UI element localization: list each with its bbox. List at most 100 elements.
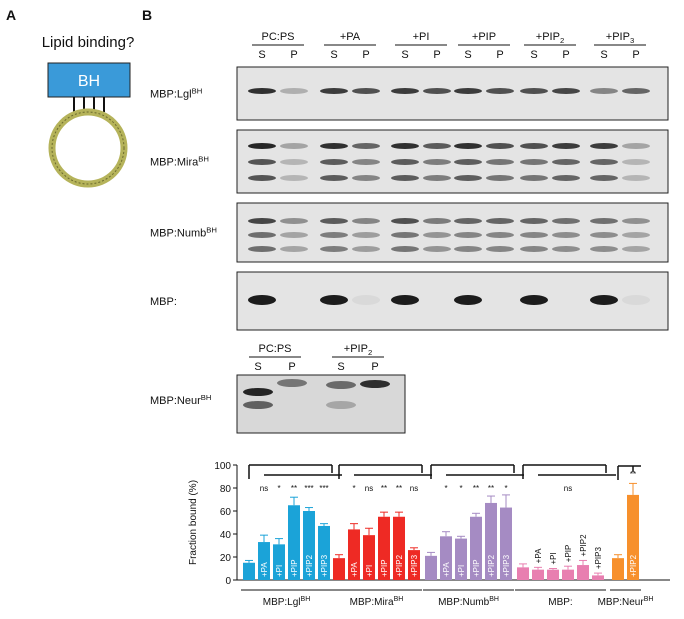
bar (258, 542, 270, 580)
gel-band (552, 143, 580, 149)
gel-band (423, 246, 451, 252)
lane-header: +PIP3 (606, 31, 634, 45)
group-label-main: MBP:Numb (438, 597, 490, 608)
bar (517, 567, 529, 580)
liposome-texture (51, 111, 125, 185)
significance: * (352, 484, 355, 493)
panel-label: A (6, 7, 16, 23)
gel-band (520, 246, 548, 252)
lane-label: P (288, 361, 295, 373)
gel-band (280, 88, 308, 94)
gel-band (248, 88, 276, 94)
group-label-sup: BH (301, 596, 311, 603)
lane-header: PC:PS (261, 31, 294, 43)
bar-label: +PI (457, 565, 466, 577)
group-label: MBP:NumbBH (438, 596, 499, 608)
gel-band (590, 232, 618, 238)
lane-label: P (562, 49, 569, 61)
gel-band (243, 388, 273, 396)
group-label-main: MBP: (548, 597, 572, 608)
lane-header: +PIP (472, 31, 496, 43)
bar-label: +PIP2 (487, 554, 496, 577)
gel-band (326, 381, 356, 389)
gel-band (280, 159, 308, 165)
lane-header-main: PC:PS (258, 343, 291, 355)
gel-band (423, 175, 451, 181)
gel-band (590, 143, 618, 149)
y-tick-label: 0 (225, 576, 231, 587)
gel-band (520, 143, 548, 149)
significance: ns (410, 484, 418, 493)
lane-header: +PI (413, 31, 430, 43)
gel-band (622, 218, 650, 224)
gel-band (248, 295, 276, 305)
lane-header: +PA (340, 31, 361, 43)
bar (562, 569, 574, 580)
group-label-sup: BH (644, 596, 654, 603)
bar-label: +PI (365, 565, 374, 577)
bar-label: +PIP3 (594, 547, 603, 570)
gel-band (391, 88, 419, 94)
bar (425, 555, 437, 580)
gel-band (423, 218, 451, 224)
lane-header-main: +PIP (472, 31, 496, 43)
gel-band (454, 143, 482, 149)
gel-band (590, 218, 618, 224)
gel-band (423, 159, 451, 165)
gel-band (391, 218, 419, 224)
gel-band (454, 246, 482, 252)
significance: * (459, 484, 462, 493)
gel-band (454, 175, 482, 181)
lane-label: S (464, 49, 471, 61)
significance: *** (304, 484, 313, 493)
gel-band (280, 232, 308, 238)
group-label: MBP:NeurBH (598, 596, 654, 608)
bar (288, 505, 300, 580)
gel-band (277, 379, 307, 387)
lane-header-main: +PIP (606, 31, 630, 43)
blot-label-main: MBP:Mira (150, 157, 199, 169)
gel-band (520, 159, 548, 165)
bar (318, 525, 330, 580)
lane-label: P (371, 361, 378, 373)
gel-band (280, 218, 308, 224)
group-label-main: MBP:Neur (598, 597, 645, 608)
significance: ns (365, 484, 373, 493)
lane-header-sub: 2 (560, 36, 564, 45)
significance: *** (319, 484, 328, 493)
gel-band (280, 143, 308, 149)
significance: ** (396, 484, 402, 493)
gel-band (352, 232, 380, 238)
gel-band (352, 218, 380, 224)
bar-label: +PA (350, 562, 359, 577)
blot-label: MBP:LglBH (150, 87, 202, 101)
gel-band (552, 175, 580, 181)
gel-band (391, 246, 419, 252)
gel-band (552, 159, 580, 165)
gel (236, 202, 669, 263)
gel-band (423, 232, 451, 238)
significance: ** (630, 470, 636, 479)
gel-band (248, 159, 276, 165)
gel-band (352, 159, 380, 165)
bar (363, 535, 375, 580)
blot-label-sup: BH (201, 393, 212, 402)
gel-band (590, 88, 618, 94)
bar (273, 544, 285, 580)
bar (455, 538, 467, 580)
group-label-sup: BH (394, 596, 404, 603)
panel-label: B (142, 7, 152, 23)
bar-label: +PA (442, 562, 451, 577)
gel-band (280, 246, 308, 252)
bar-label: +PIP3 (320, 554, 329, 577)
gel-band (391, 232, 419, 238)
gel-band (520, 232, 548, 238)
lane-label: S (530, 49, 537, 61)
gel-band (352, 88, 380, 94)
bar-label: +PA (260, 562, 269, 577)
bar (577, 565, 589, 580)
bar (592, 575, 604, 580)
significance: ** (488, 484, 494, 493)
gel-band (352, 295, 380, 305)
gel-band (391, 159, 419, 165)
